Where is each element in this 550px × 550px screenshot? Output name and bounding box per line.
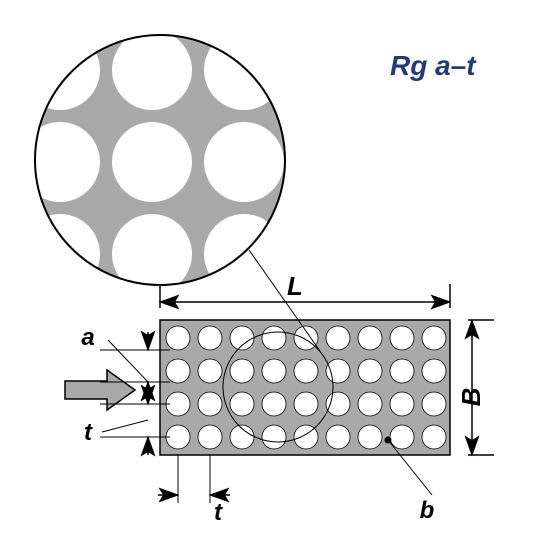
diagram-title: Rg a–t xyxy=(390,50,476,82)
svg-text:a: a xyxy=(81,324,94,351)
svg-text:b: b xyxy=(420,497,435,524)
svg-text:t: t xyxy=(84,419,93,446)
svg-text:B: B xyxy=(456,388,486,407)
magnifier-view xyxy=(20,30,285,294)
svg-text:t: t xyxy=(214,499,223,526)
svg-text:L: L xyxy=(287,271,303,301)
